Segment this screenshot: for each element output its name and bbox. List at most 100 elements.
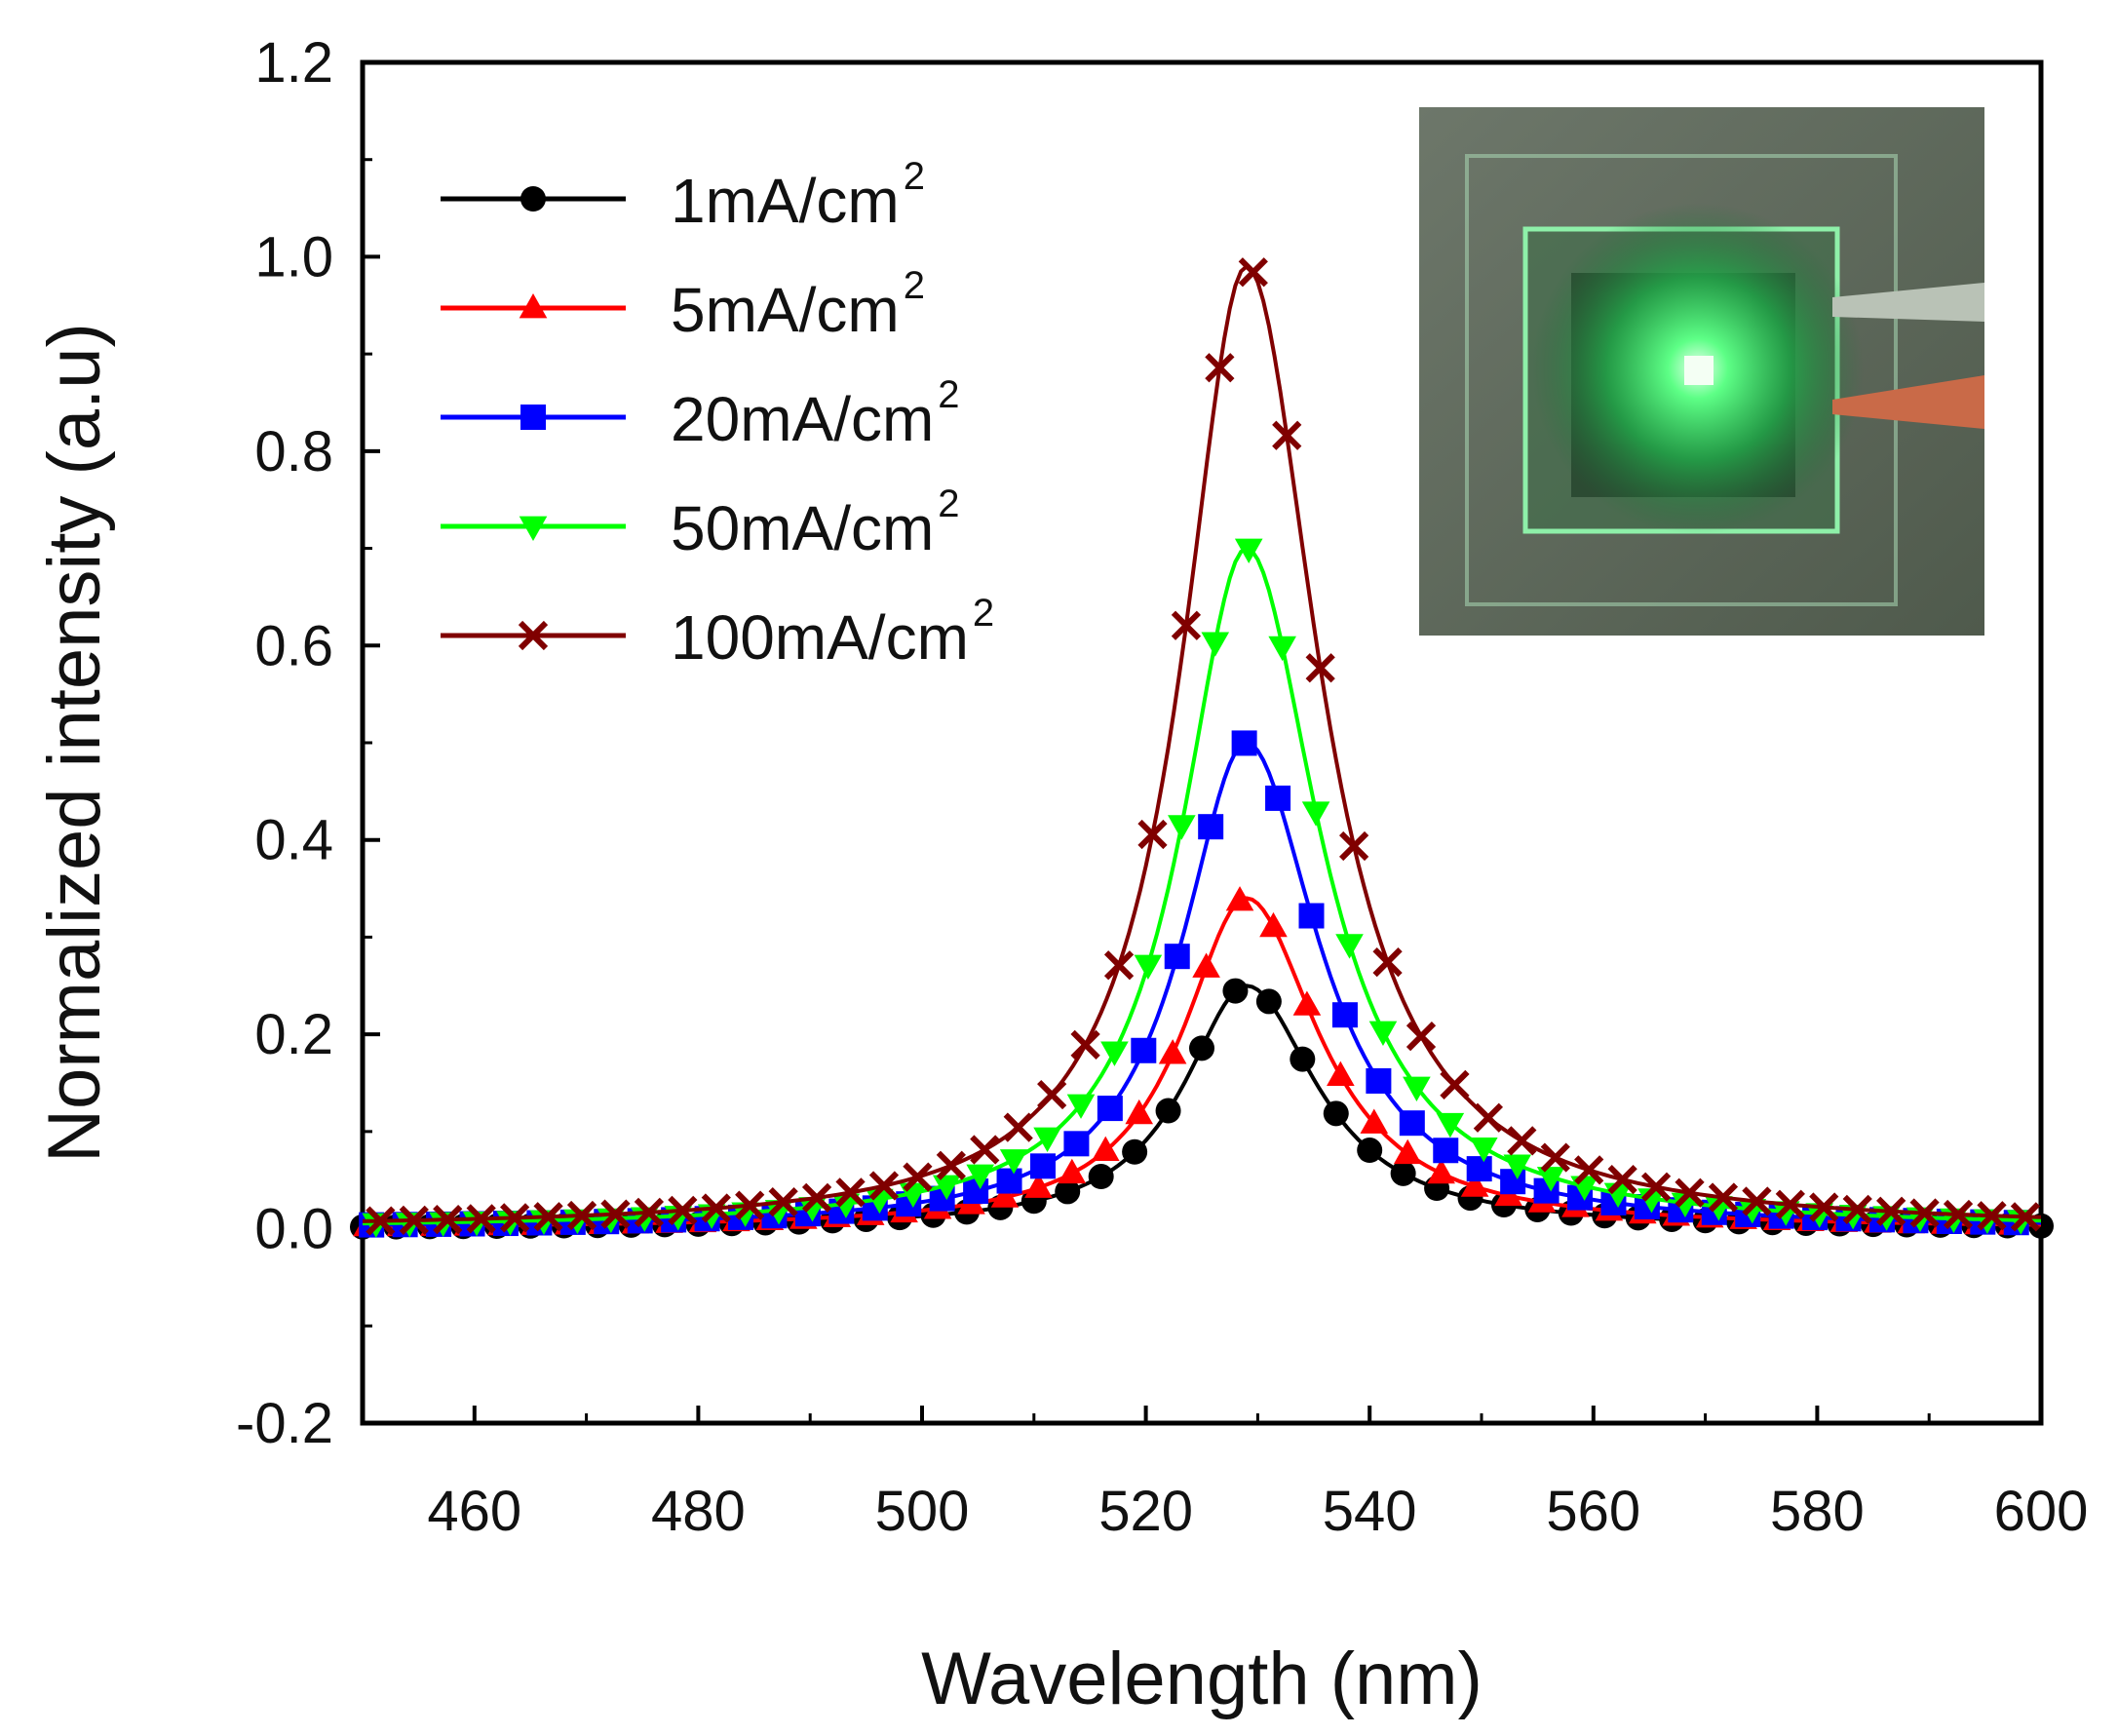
data-point (1091, 1136, 1120, 1162)
series-line (363, 546, 2042, 1226)
data-point (1466, 1156, 1492, 1182)
legend-superscript: 2 (938, 482, 959, 525)
data-point (1574, 1155, 1604, 1185)
data-point (1058, 1158, 1087, 1184)
legend-marker (520, 405, 546, 430)
data-point (533, 1202, 563, 1232)
data-point (366, 1206, 396, 1236)
probe-lower (1832, 375, 1984, 429)
data-point (1189, 1035, 1214, 1061)
data-point (1507, 1126, 1537, 1156)
data-point (1331, 1002, 1358, 1028)
data-point (999, 1149, 1028, 1175)
data-point (1265, 785, 1291, 811)
data-point (1473, 1102, 1504, 1133)
data-point (1536, 1167, 1565, 1192)
data-point (1103, 950, 1135, 981)
data-point (1440, 1069, 1470, 1100)
y-tick-label: 0.4 (254, 809, 333, 872)
data-point (1323, 1100, 1349, 1127)
x-tick-label: 560 (1546, 1480, 1640, 1543)
data-point (1088, 1164, 1114, 1190)
data-point (1137, 819, 1168, 850)
data-point (963, 1178, 989, 1205)
legend-label: 50mA/cm (671, 493, 934, 563)
data-point (1640, 1172, 1672, 1202)
data-point (1540, 1142, 1570, 1173)
y-tick-label: -0.2 (236, 1392, 333, 1455)
data-point (868, 1171, 900, 1201)
data-point (1406, 1022, 1437, 1052)
data-point (966, 1164, 994, 1189)
data-point (1003, 1112, 1033, 1142)
data-point (1433, 1138, 1459, 1164)
data-point (1775, 1189, 1805, 1219)
legend-superscript: 2 (904, 155, 925, 198)
data-point (1393, 1138, 1422, 1165)
data-point (519, 293, 548, 319)
emission-pixel (1684, 356, 1714, 385)
y-tick-label: 1.2 (254, 31, 333, 95)
data-point (1399, 1110, 1425, 1137)
data-point (1943, 1199, 1974, 1230)
data-point (1360, 1108, 1389, 1134)
data-point (566, 1200, 597, 1231)
data-point (466, 1204, 496, 1234)
data-point (1033, 1127, 1061, 1153)
data-point (1500, 1169, 1526, 1195)
data-point (1503, 1154, 1532, 1179)
probe-upper (1832, 283, 1984, 322)
data-point (1301, 801, 1330, 827)
data-point (1403, 1076, 1431, 1102)
data-point (1366, 1067, 1392, 1094)
device-photo-icon (1419, 107, 1984, 636)
data-point (1024, 1173, 1053, 1198)
data-point (520, 186, 546, 212)
data-point (1122, 1138, 1148, 1165)
data-point (831, 1193, 861, 1218)
data-point (1225, 886, 1254, 911)
data-point (1222, 978, 1249, 1004)
x-axis-title: Wavelength (nm) (921, 1638, 1483, 1720)
data-point (903, 1162, 933, 1192)
data-point (1909, 1198, 1940, 1228)
data-point (1327, 1061, 1355, 1086)
data-point (936, 1150, 966, 1180)
data-point (996, 1168, 1022, 1194)
data-point (1268, 636, 1296, 662)
data-point (1055, 1178, 1081, 1205)
x-tick-label: 520 (1098, 1480, 1193, 1543)
data-point (1742, 1186, 1772, 1216)
data-point (1357, 1138, 1383, 1164)
data-point (520, 405, 546, 430)
y-tick-label: 0.2 (254, 1003, 333, 1066)
y-tick-label: 0.8 (254, 420, 333, 483)
data-point (1255, 988, 1282, 1015)
legend-marker (520, 186, 546, 212)
data-point (932, 1175, 961, 1200)
x-axis: 460 480 500 520 540 560 580 600 (361, 1406, 2088, 1543)
data-point (1198, 814, 1224, 840)
legend-superscript: 2 (904, 264, 925, 307)
data-point (1231, 730, 1257, 756)
data-point (1037, 1079, 1067, 1110)
series-line (363, 896, 2041, 1228)
x-tick-label: 460 (427, 1480, 521, 1543)
data-point (2010, 1202, 2041, 1232)
data-point (1158, 1039, 1187, 1064)
data-point (1097, 1096, 1123, 1122)
series-50mA/cm2 (362, 538, 2042, 1238)
data-point (1029, 1153, 1056, 1179)
data-point (1842, 1194, 1872, 1224)
data-point (1675, 1177, 1705, 1208)
y-tick-label: 0.6 (254, 614, 333, 677)
data-point (1372, 946, 1403, 978)
data-point (768, 1187, 798, 1217)
y-tick-label: 1.0 (254, 225, 333, 289)
data-point (1168, 815, 1196, 840)
data-point (1298, 903, 1325, 929)
data-point (1155, 1098, 1181, 1124)
data-point (801, 1182, 832, 1213)
data-point (1063, 1131, 1090, 1157)
